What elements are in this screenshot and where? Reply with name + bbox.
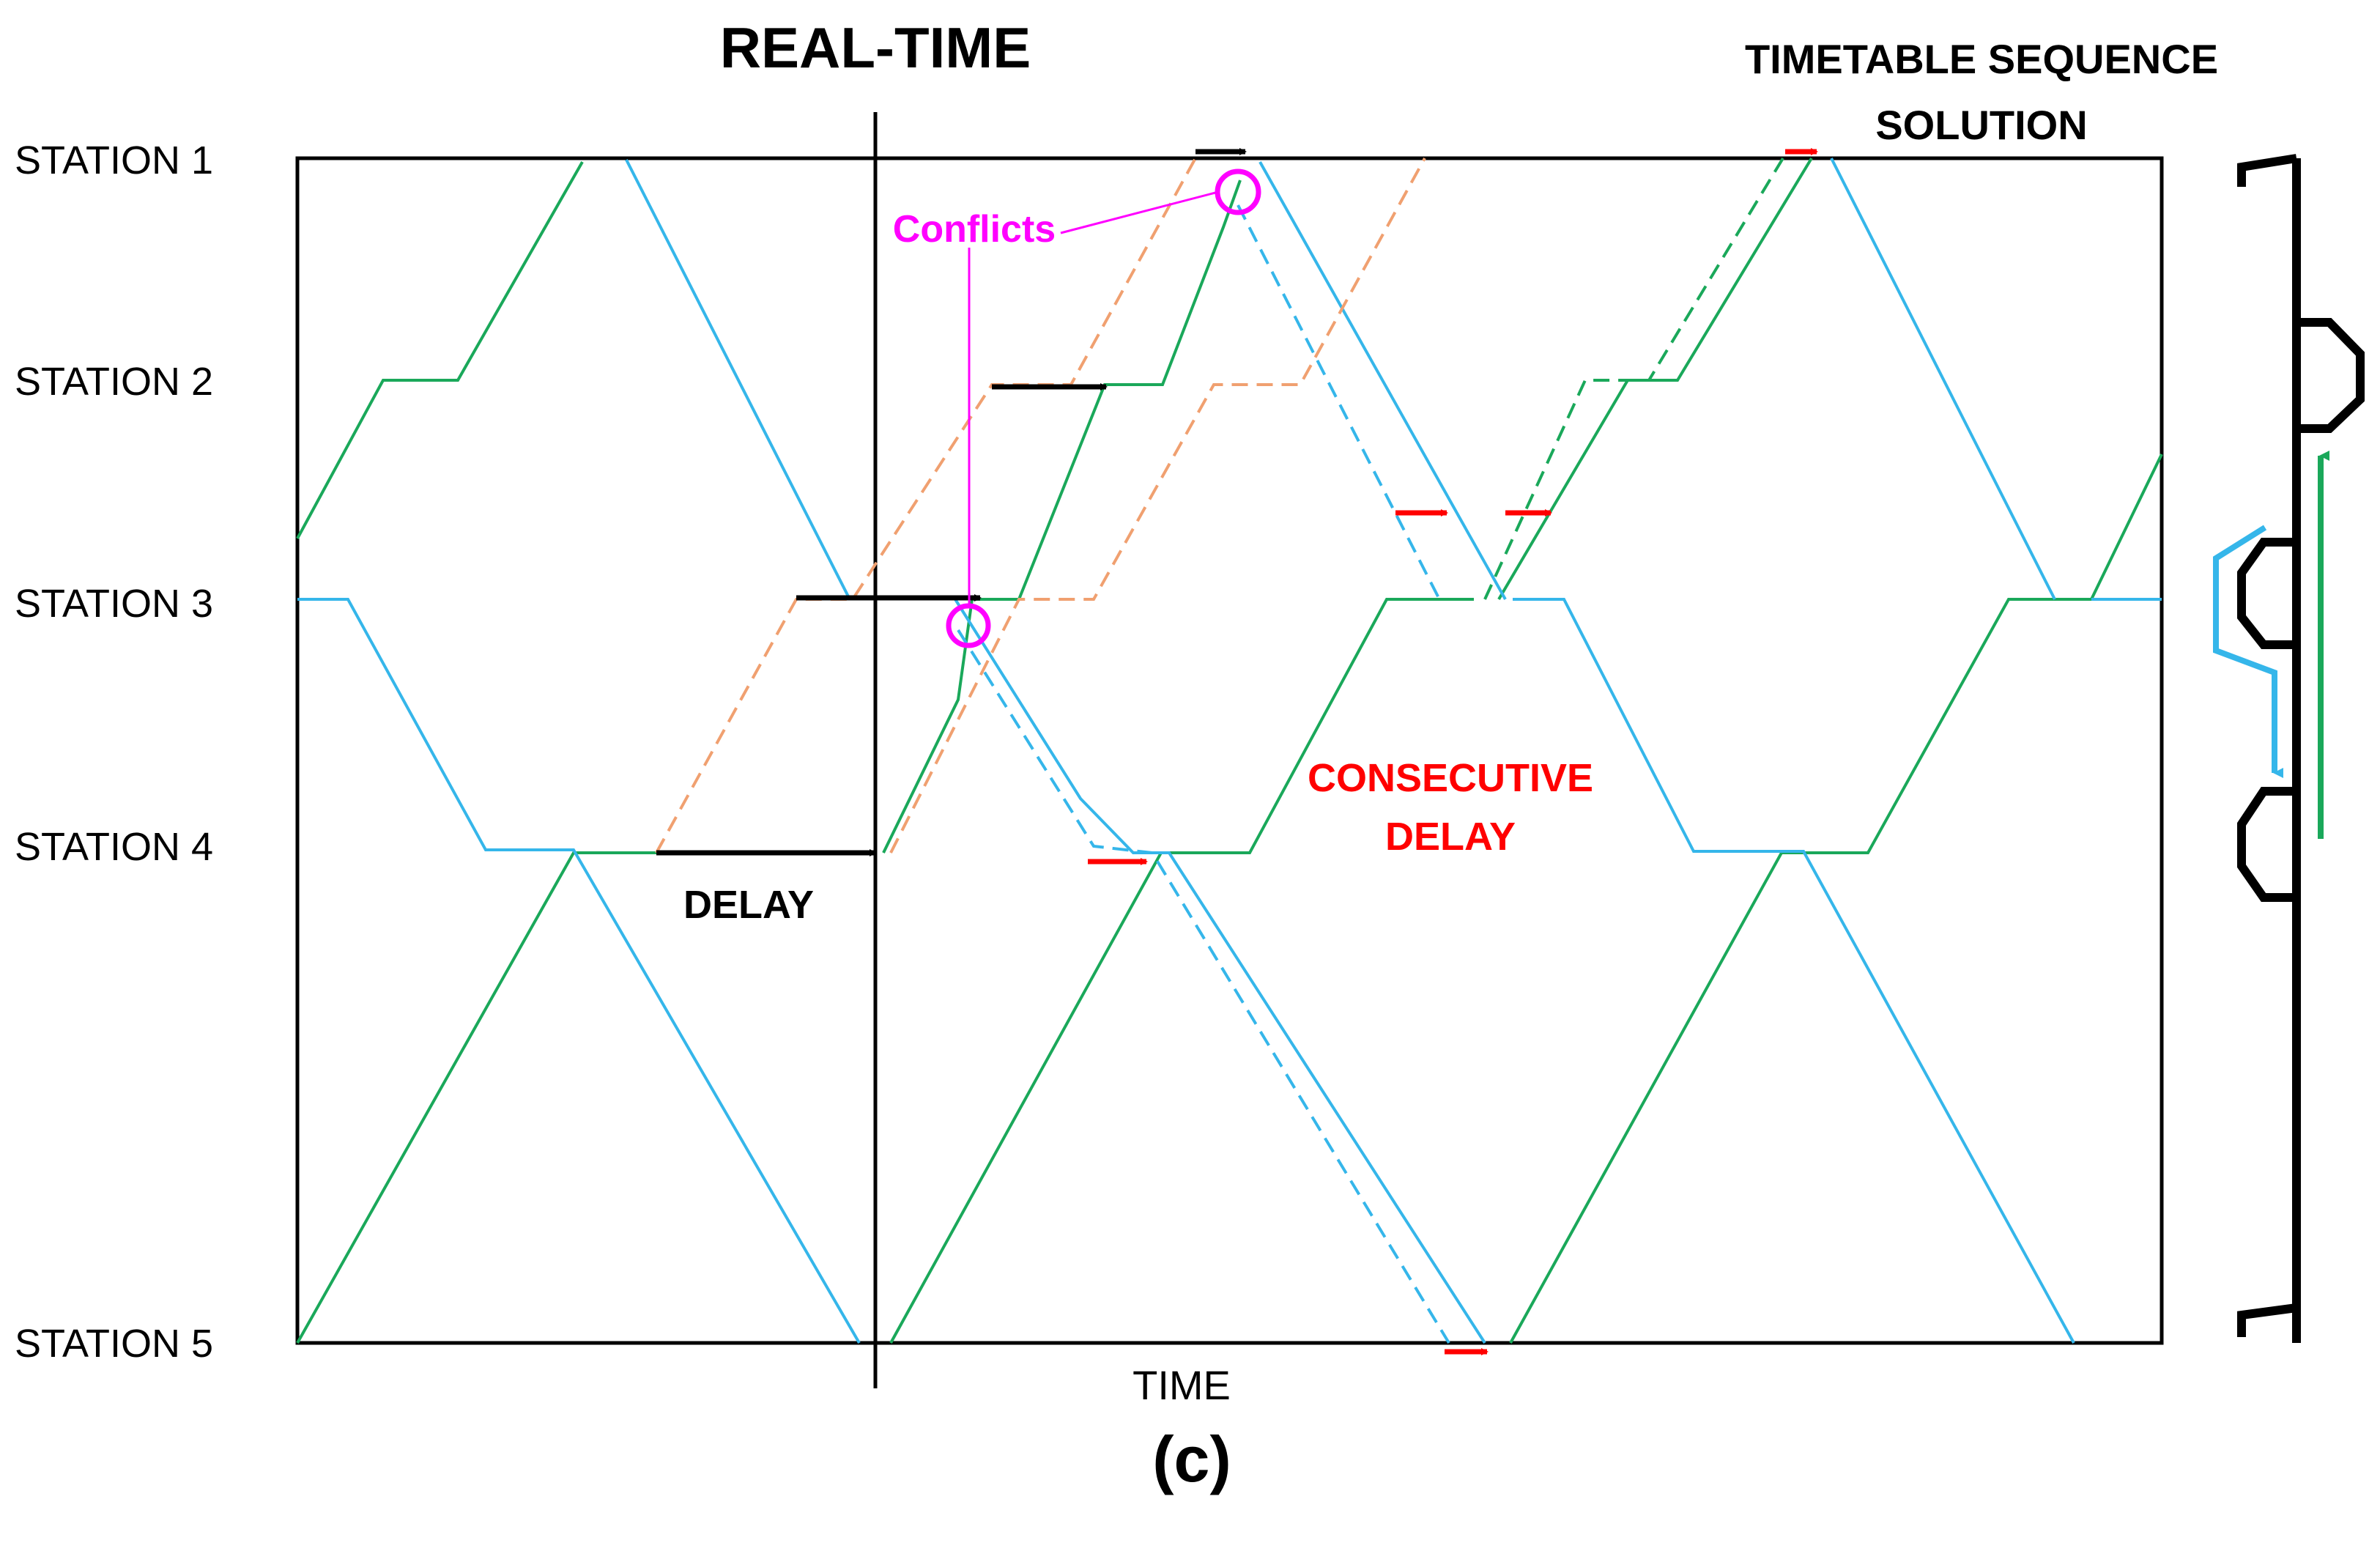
station-label-2: STATION 2	[15, 360, 213, 404]
station-label-5: STATION 5	[15, 1322, 213, 1366]
conflicts-label: Conflicts	[893, 208, 1056, 251]
blue-train-paths	[297, 158, 2162, 1344]
green-train-paths	[296, 157, 2163, 1344]
blue-train-e	[1830, 158, 2056, 600]
orange-train-b	[889, 158, 1426, 854]
x-axis-label: TIME	[1132, 1362, 1231, 1408]
station-label-4: STATION 4	[15, 825, 213, 869]
siding-station-1	[2237, 154, 2297, 187]
delay-arrows	[656, 148, 1247, 856]
siding-station-5	[2237, 1303, 2297, 1337]
siding-station-2	[2296, 318, 2365, 433]
blue-train-a	[625, 159, 851, 600]
siding-station-3	[2237, 538, 2296, 649]
title: REAL-TIME	[720, 15, 1031, 80]
conflict-markers	[946, 169, 1261, 648]
blue-train-c-dashed	[957, 629, 1450, 1344]
station-label-3: STATION 3	[15, 582, 213, 626]
station-labels: STATION 1 STATION 2 STATION 3 STATION 4 …	[15, 138, 213, 1366]
orange-train-a	[655, 158, 1197, 854]
blue-train-route-arrow	[2213, 525, 2283, 778]
consecutive-delay-arrows	[1088, 148, 1818, 1355]
green-train-b	[296, 851, 656, 1344]
consecutive-delay-label-line1: CONSECUTIVE	[1308, 756, 1593, 800]
track-schematic	[2237, 154, 2365, 1343]
green-train-d	[889, 598, 1474, 1344]
orange-train-paths	[655, 158, 1426, 854]
top-right-label-line1: TIMETABLE SEQUENCE	[1745, 36, 2218, 82]
blue-train-f	[1513, 598, 2075, 1344]
green-train-e-dashed	[1483, 157, 1784, 600]
top-right-label-line2: SOLUTION	[1875, 102, 2087, 148]
station-label-1: STATION 1	[15, 138, 213, 182]
blue-train-c	[954, 598, 1486, 1344]
blue-train-d	[1258, 161, 1507, 600]
green-train-e	[1497, 157, 1813, 601]
green-train-f	[1509, 454, 2163, 1344]
consecutive-delay-label-line2: DELAY	[1385, 815, 1516, 859]
blue-train-d-dashed	[1237, 204, 1441, 600]
caption: (c)	[1152, 1423, 1231, 1495]
delay-label: DELAY	[683, 883, 814, 927]
plot-frame	[295, 156, 2164, 1345]
blue-train-b	[297, 598, 861, 1344]
conflict-leader-2	[1060, 190, 1219, 234]
conflict-circle-1	[946, 603, 991, 648]
green-train-c	[882, 179, 1242, 854]
siding-station-4	[2237, 787, 2296, 902]
green-train-a	[296, 161, 584, 539]
